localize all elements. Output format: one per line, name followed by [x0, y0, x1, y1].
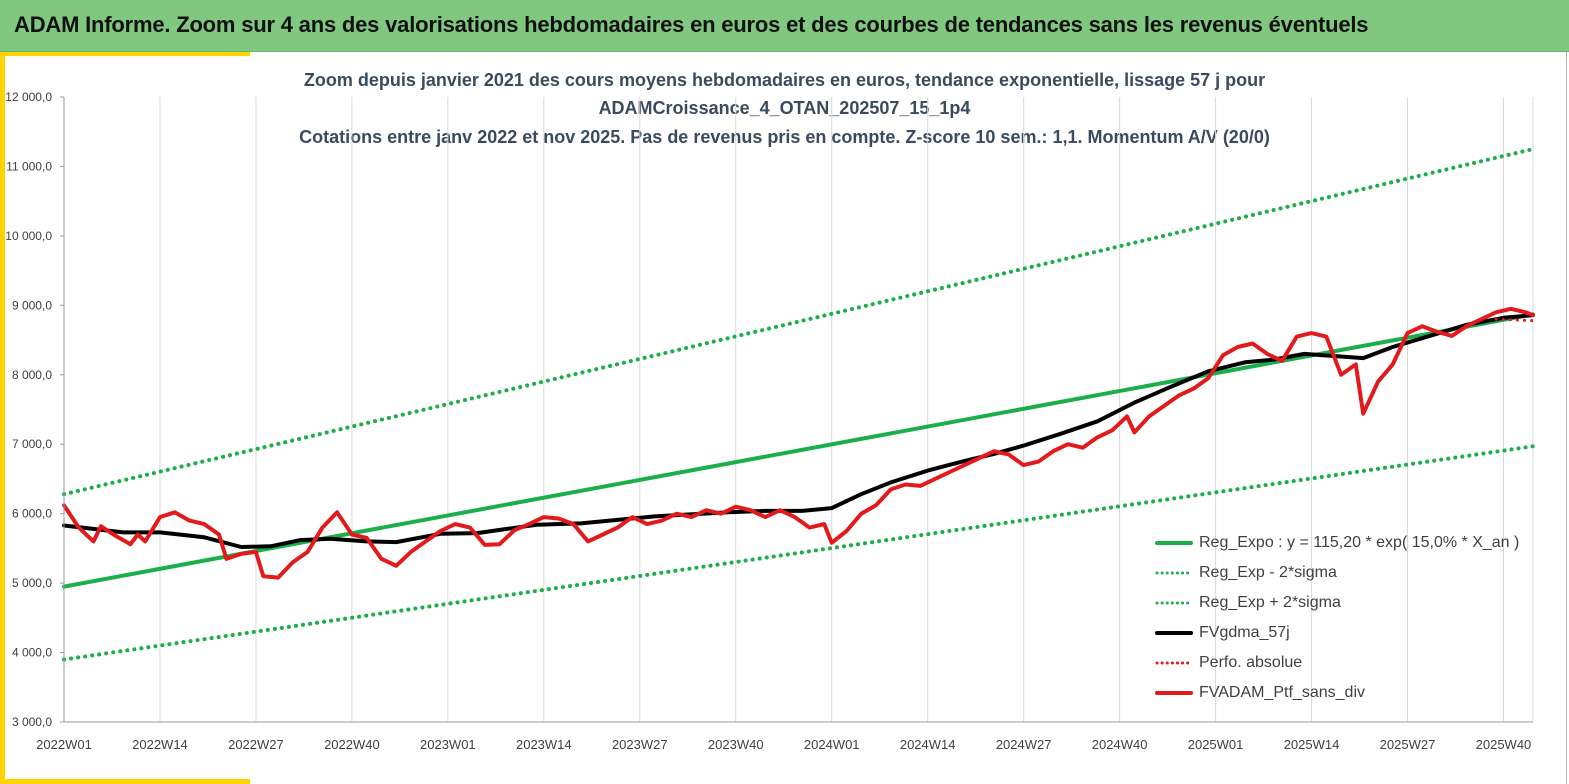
legend-item: FVgdma_57j — [1155, 622, 1290, 644]
legend-item: Reg_Exp + 2*sigma — [1155, 592, 1341, 614]
y-tick-label: 8 000,0 — [12, 368, 52, 382]
axis-layer: 3 000,0 4 000,0 5 000,0 6 000,0 7 000,0 8 000… — [5, 90, 1533, 752]
chart-title-line-2: ADAMCroissance_4_OTAN_202507_15_1p4 — [598, 98, 971, 118]
series-line-4 — [62, 313, 1535, 549]
x-tick-label: 2023W27 — [612, 737, 668, 752]
legend-label: Reg_Expo : y = 115,20 * exp( 15,0% * X_a… — [1199, 534, 1520, 551]
x-tick-label: 2025W40 — [1476, 737, 1532, 752]
x-tick-label: 2022W14 — [132, 737, 188, 752]
series-line-5 — [1494, 317, 1535, 323]
legend-label: Reg_Exp - 2*sigma — [1199, 564, 1337, 581]
legend-swatch — [1155, 691, 1193, 695]
frame-right-border — [1566, 52, 1567, 784]
yellow-accent-top — [0, 52, 250, 56]
x-tick-label: 2022W01 — [36, 737, 92, 752]
y-tick-label: 11 000,0 — [6, 159, 52, 173]
x-tick-label: 2024W14 — [900, 737, 956, 752]
x-tick-label: 2025W01 — [1188, 737, 1244, 752]
legend-label: Perfo. absolue — [1199, 654, 1303, 671]
x-tick-label: 2025W27 — [1380, 737, 1436, 752]
y-tick-label: 10 000,0 — [5, 229, 52, 243]
x-tick-label: 2025W14 — [1284, 737, 1340, 752]
legend-item: FVADAM_Ptf_sans_div — [1155, 682, 1365, 704]
y-tick-label: 3 000,0 — [12, 715, 52, 729]
legend-swatch — [1155, 541, 1193, 545]
legend-swatch — [1155, 571, 1193, 575]
x-tick-label: 2023W40 — [708, 737, 764, 752]
grid-layer — [63, 97, 1534, 722]
legend-item: Reg_Expo : y = 115,20 * exp( 15,0% * X_a… — [1155, 532, 1519, 554]
x-tick-label: 2023W14 — [516, 737, 572, 752]
x-tick-label: 2024W01 — [804, 737, 860, 752]
legend-label: FVADAM_Ptf_sans_div — [1199, 684, 1365, 701]
series-line-2 — [62, 444, 1535, 662]
report-title: ADAM Informe. Zoom sur 4 ans des valoris… — [14, 12, 1369, 37]
legend-swatch — [1155, 601, 1193, 605]
legend-item: Perfo. absolue — [1155, 652, 1302, 674]
x-tick-label: 2023W01 — [420, 737, 476, 752]
x-tick-label: 2022W40 — [324, 737, 380, 752]
legend-swatch — [1155, 661, 1193, 665]
y-tick-label: 9 000,0 — [12, 298, 52, 312]
series-line-3 — [62, 147, 1535, 497]
y-tick-label: 4 000,0 — [12, 646, 52, 660]
x-tick-label: 2024W27 — [996, 737, 1052, 752]
y-tick-label: 7 000,0 — [12, 437, 52, 451]
legend-label: Reg_Exp + 2*sigma — [1199, 594, 1341, 611]
chart-title-line-3: Cotations entre janv 2022 et nov 2025. P… — [299, 127, 1270, 147]
legend-item: Reg_Exp - 2*sigma — [1155, 562, 1337, 584]
x-tick-label: 2024W40 — [1092, 737, 1148, 752]
yellow-accent-left — [0, 52, 5, 784]
legend-label: FVgdma_57j — [1199, 624, 1290, 641]
y-tick-label: 6 000,0 — [12, 507, 52, 521]
y-tick-label: 12 000,0 — [5, 90, 52, 104]
series-layer — [62, 147, 1535, 662]
chart-title-line-1: Zoom depuis janvier 2021 des cours moyen… — [303, 70, 1266, 90]
series-line-6 — [62, 306, 1535, 580]
report-banner: ADAM Informe. Zoom sur 4 ans des valoris… — [0, 0, 1569, 52]
yellow-accent-bottom — [0, 779, 250, 784]
x-tick-label: 2022W27 — [228, 737, 284, 752]
y-tick-label: 5 000,0 — [12, 576, 52, 590]
legend-swatch — [1155, 631, 1193, 635]
